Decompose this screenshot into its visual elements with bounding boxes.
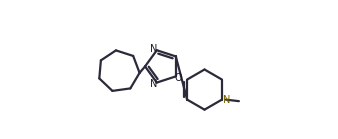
Text: N: N — [223, 95, 231, 105]
Text: O: O — [175, 73, 183, 83]
Text: N: N — [150, 44, 158, 54]
Text: N: N — [150, 79, 158, 89]
